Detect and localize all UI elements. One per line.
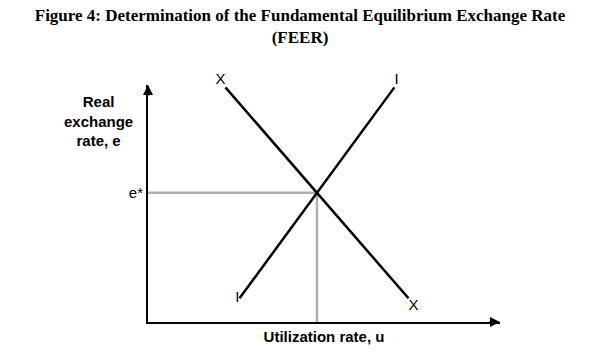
svg-text:I: I <box>394 70 398 87</box>
svg-text:Figure 4: Determination of the: Figure 4: Determination of the Fundament… <box>35 6 566 47</box>
svg-text:I: I <box>235 288 239 305</box>
svg-text:X: X <box>408 296 418 313</box>
svg-text:Realexchangerate, e: Realexchangerate, e <box>64 93 133 149</box>
svg-text:X: X <box>215 70 225 87</box>
svg-text:Utilization rate, u: Utilization rate, u <box>264 328 385 345</box>
svg-text:e*: e* <box>129 184 143 201</box>
